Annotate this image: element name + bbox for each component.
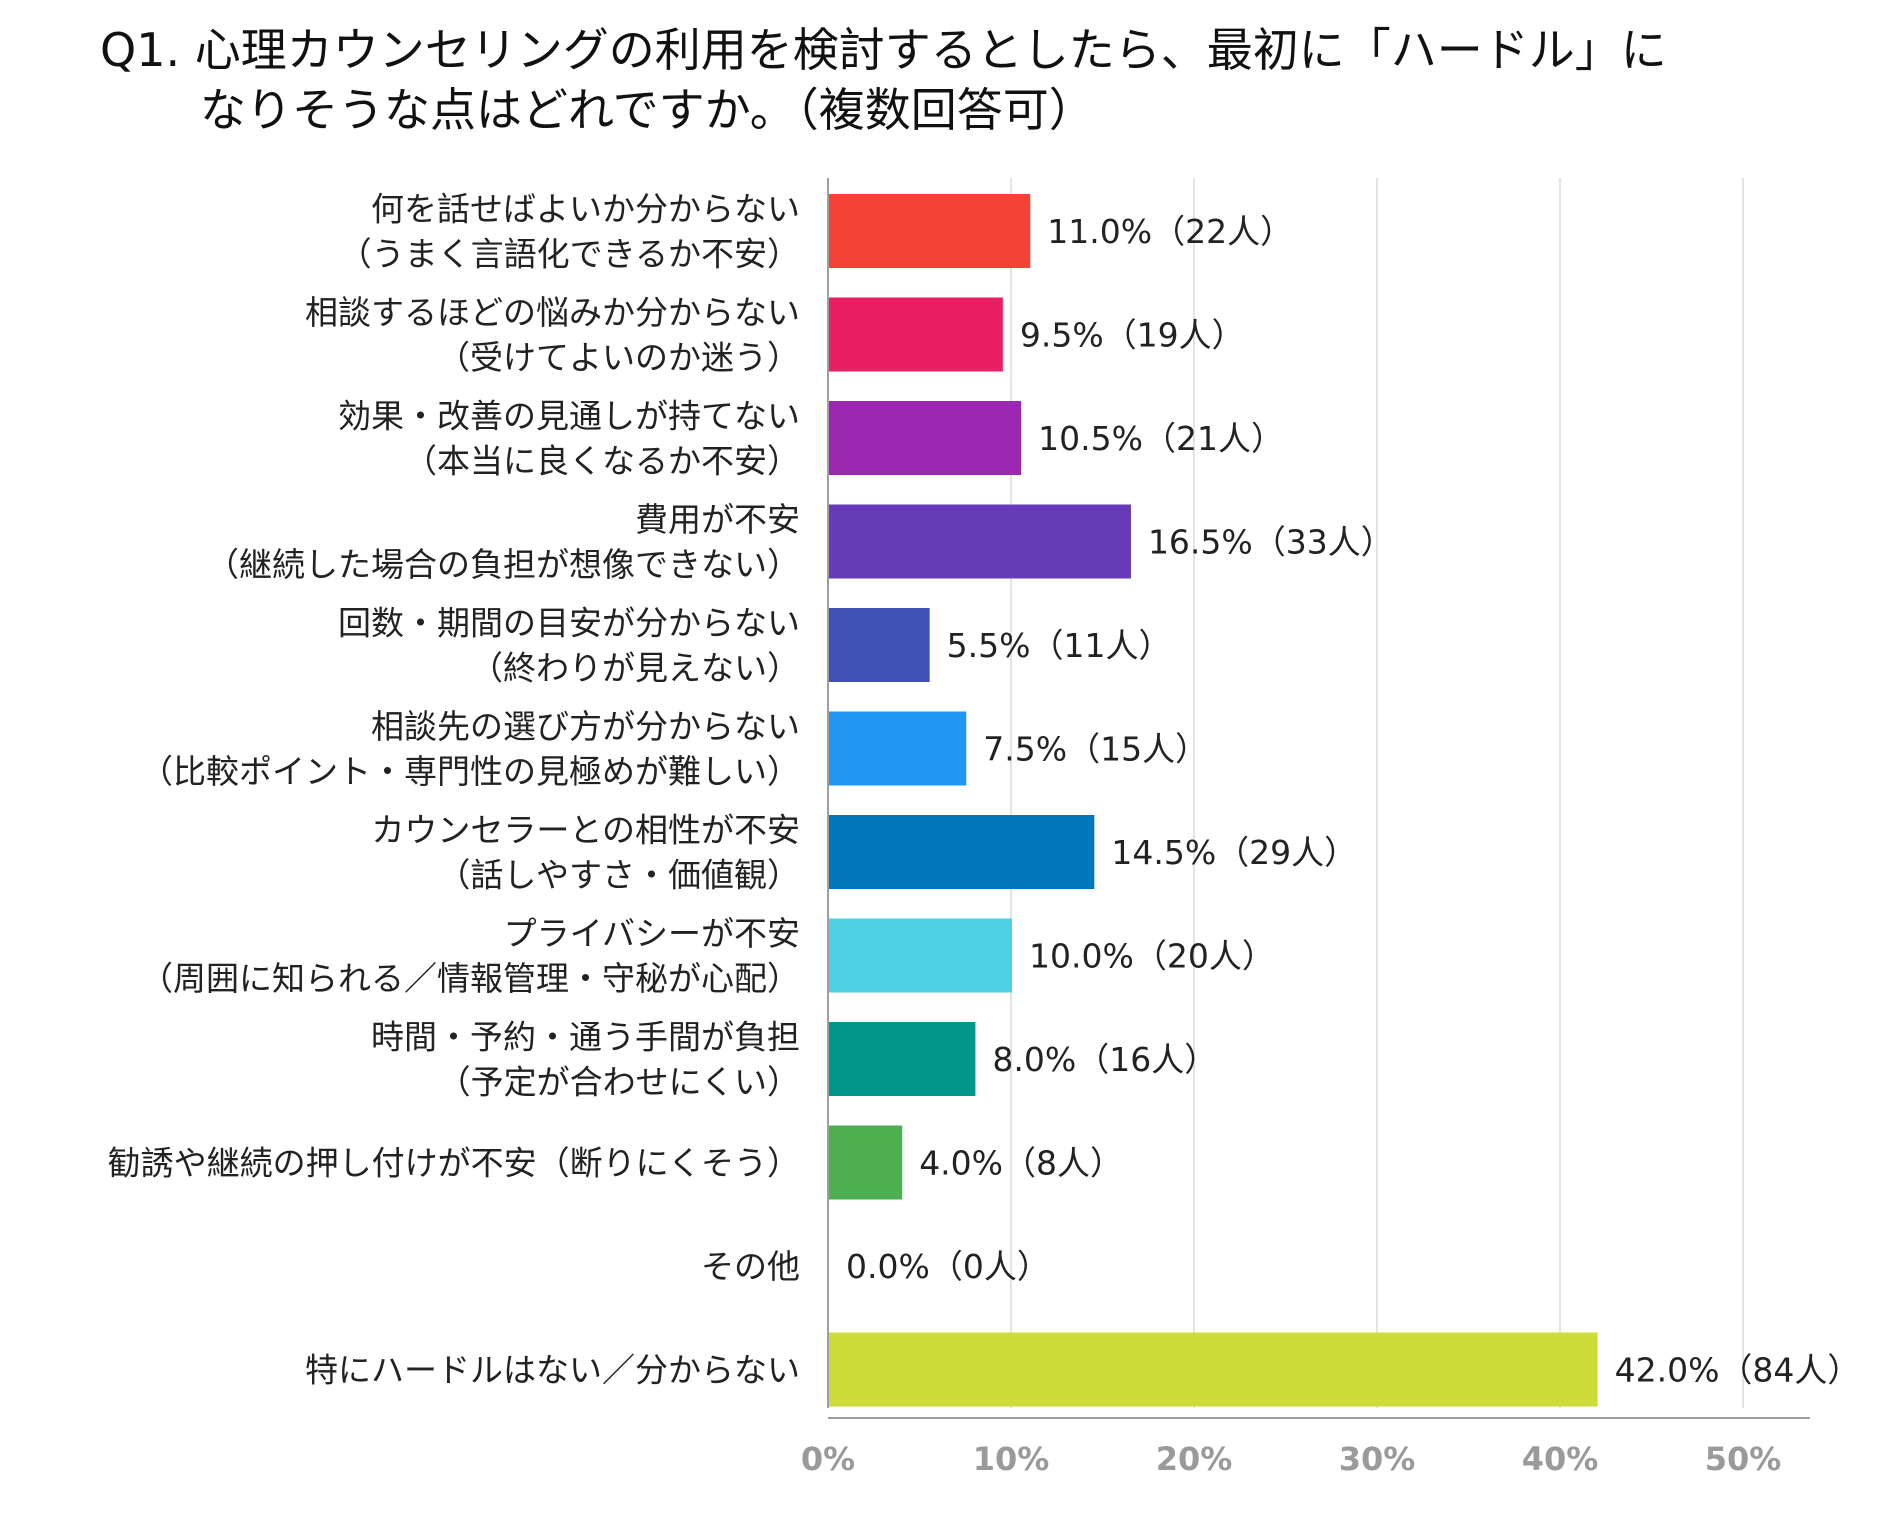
bar-11 (829, 1332, 1598, 1407)
value-label-3: 16.5%（33人） (1148, 523, 1394, 562)
bar-3 (829, 504, 1131, 579)
category-label-3-1: （継続した場合の負担が想像できない） (206, 545, 800, 584)
x-tick-label-10: 10% (973, 1440, 1050, 1478)
bar-9 (829, 1125, 903, 1200)
category-label-2-1: （本当に良くなるか不安） (404, 442, 800, 481)
category-label-9-0: 勧誘や継続の押し付けが不安（断りにくそう） (108, 1144, 800, 1183)
value-label-0: 11.0%（22人） (1047, 212, 1293, 251)
bar-2 (829, 401, 1022, 475)
category-label-6-0: カウンセラーとの相性が不安 (371, 811, 800, 850)
grid (827, 178, 1810, 1419)
category-label-1-0: 相談するほどの悩みか分からない (305, 293, 800, 332)
bar-4 (829, 608, 930, 682)
bar-1 (829, 297, 1003, 372)
value-label-10: 0.0%（0人） (846, 1247, 1050, 1286)
value-label-6: 14.5%（29人） (1111, 833, 1357, 872)
category-label-2-0: 効果・改善の見通しが持てない (338, 397, 800, 436)
category-label-10-0: その他 (701, 1247, 800, 1286)
value-label-9: 4.0%（8人） (919, 1144, 1123, 1183)
category-label-0-0: 何を話せばよいか分からない (371, 190, 800, 229)
value-label-5: 7.5%（15人） (983, 730, 1208, 769)
bar-0 (829, 194, 1031, 268)
category-label-7-0: プライバシーが不安 (504, 914, 800, 953)
chart-title-line-1: Q1. 心理カウンセリングの利用を検討するとしたら、最初に「ハードル」に (100, 23, 1667, 77)
category-labels: 何を話せばよいか分からない （うまく言語化できるか不安） 相談するほどの悩みか分から… (108, 190, 800, 1390)
category-label-5-1: （比較ポイント・専門性の見極めが難しい） (140, 752, 800, 791)
category-label-7-1: （周囲に知られる／情報管理・守秘が心配） (140, 959, 800, 998)
chart-title-line-2: なりそうな点はどれですか。（複数回答可） (200, 83, 1095, 137)
value-labels: 11.0%（22人） 9.5%（19人） 10.5%（21人） 16.5%（33人） 5… (846, 212, 1860, 1390)
value-label-1: 9.5%（19人） (1020, 316, 1245, 355)
x-tick-label-50: 50% (1705, 1440, 1782, 1478)
value-label-7: 10.0%（20人） (1029, 937, 1275, 976)
category-label-11-0: 特にハードルはない／分からない (305, 1351, 800, 1390)
value-label-8: 8.0%（16人） (992, 1040, 1217, 1079)
category-label-4-0: 回数・期間の目安が分からない (338, 604, 800, 643)
category-label-1-1: （受けてよいのか迷う） (437, 338, 800, 377)
value-label-2: 10.5%（21人） (1038, 419, 1284, 458)
bar-6 (829, 815, 1095, 889)
x-tick-label-30: 30% (1339, 1440, 1416, 1478)
x-tick-label-0: 0% (801, 1440, 855, 1478)
bars (829, 194, 1598, 1407)
x-axis-ticks: 0% 10% 20% 30% 40% 50% (801, 1440, 1781, 1478)
category-label-8-0: 時間・予約・通う手間が負担 (371, 1018, 800, 1057)
category-label-6-1: （話しやすさ・価値観） (437, 856, 800, 895)
x-tick-label-20: 20% (1156, 1440, 1233, 1478)
value-label-11: 42.0%（84人） (1615, 1351, 1861, 1390)
bar-7 (829, 918, 1012, 993)
category-label-0-1: （うまく言語化できるか不安） (339, 235, 800, 274)
x-tick-label-40: 40% (1522, 1440, 1599, 1478)
category-label-3-0: 費用が不安 (635, 500, 800, 539)
bar-8 (829, 1022, 976, 1096)
category-label-4-1: （終わりが見えない） (470, 649, 800, 688)
value-label-4: 5.5%（11人） (947, 626, 1172, 665)
bar-5 (829, 711, 967, 786)
category-label-8-1: （予定が合わせにくい） (438, 1063, 800, 1102)
category-label-5-0: 相談先の選び方が分からない (371, 707, 800, 746)
chart-title: Q1. 心理カウンセリングの利用を検討するとしたら、最初に「ハードル」に なりそ… (100, 23, 1667, 137)
